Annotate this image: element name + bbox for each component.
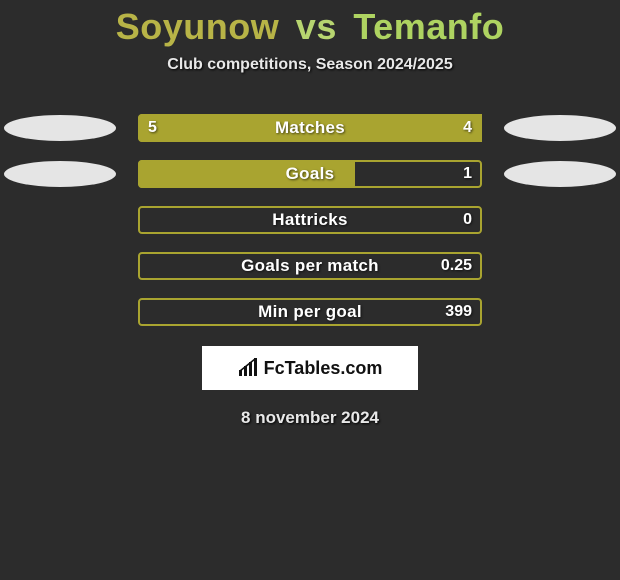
stat-bar: 0Hattricks (138, 206, 482, 234)
player-right-name: Temanfo (353, 6, 504, 47)
stat-bar: 1Goals (138, 160, 482, 188)
player-right-ellipse (504, 115, 616, 141)
subtitle: Club competitions, Season 2024/2025 (0, 56, 620, 74)
date-label: 8 november 2024 (0, 408, 620, 428)
brand-badge[interactable]: FcTables.com (202, 346, 418, 390)
brand-chart-icon (238, 358, 260, 378)
player-left-ellipse (4, 161, 116, 187)
stat-row: 1Goals (0, 160, 620, 188)
comparison-title: Soyunow vs Temanfo (0, 0, 620, 48)
player-left-ellipse (4, 115, 116, 141)
stat-bar: 54Matches (138, 114, 482, 142)
stat-bar: 0.25Goals per match (138, 252, 482, 280)
stat-label: Goals per match (138, 252, 482, 280)
stat-row: 399Min per goal (0, 298, 620, 326)
player-right-ellipse (504, 161, 616, 187)
stat-label: Min per goal (138, 298, 482, 326)
vs-separator: vs (296, 6, 337, 47)
stat-row: 54Matches (0, 114, 620, 142)
stat-bar: 399Min per goal (138, 298, 482, 326)
stats-container: 54Matches 1Goals 0Hattricks 0.25Goals per m… (0, 114, 620, 326)
brand-text: FcTables.com (264, 358, 383, 379)
stat-label: Goals (138, 160, 482, 188)
stat-row: 0.25Goals per match (0, 252, 620, 280)
player-left-name: Soyunow (116, 6, 280, 47)
stat-label: Hattricks (138, 206, 482, 234)
stat-row: 0Hattricks (0, 206, 620, 234)
stat-label: Matches (138, 114, 482, 142)
